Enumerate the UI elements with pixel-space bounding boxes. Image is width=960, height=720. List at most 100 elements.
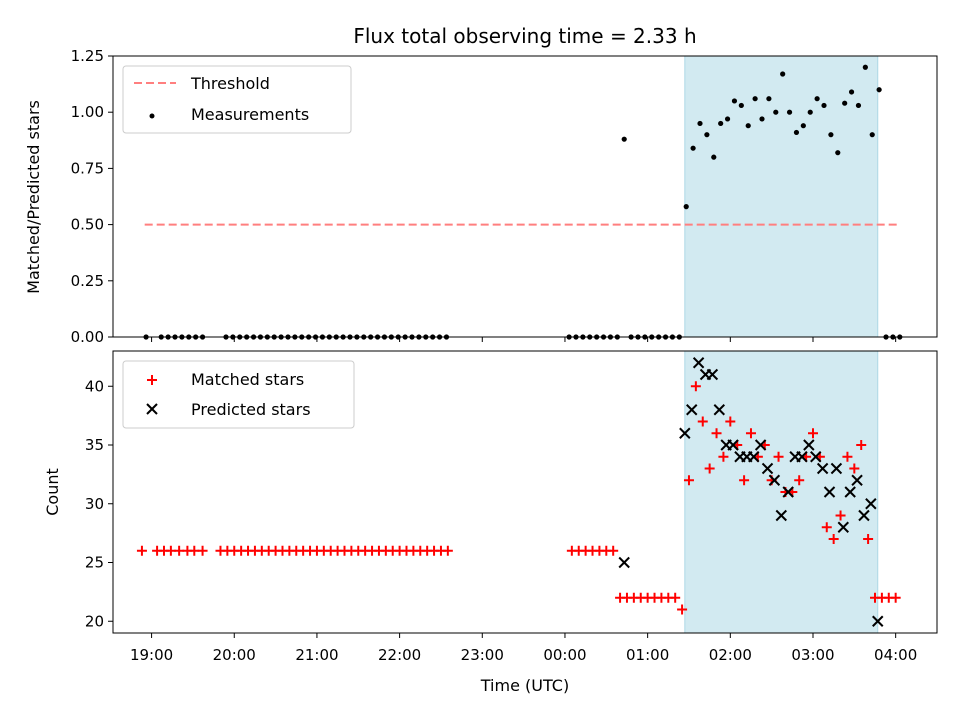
- y-tick-label: 0.25: [71, 272, 104, 290]
- legend-predicted-swatch: [146, 403, 158, 415]
- predicted-stars-point: [706, 368, 719, 381]
- count-panel-ylabel: Count: [43, 468, 62, 516]
- predicted-stars-point: [768, 474, 781, 486]
- count-panel-legend: Matched stars Predicted stars: [122, 360, 355, 429]
- x-tick-label: 21:00: [295, 646, 338, 664]
- matched-stars-point: [442, 545, 453, 556]
- measurements-point: [821, 102, 827, 109]
- x-tick-label: 01:00: [626, 646, 669, 664]
- ratio-panel-frame: [112, 55, 938, 338]
- matched-stars-point: [136, 545, 147, 556]
- matched-stars-point: [697, 416, 708, 427]
- legend-threshold-label: Threshold: [190, 74, 270, 93]
- x-tick-label: 04:00: [874, 646, 917, 664]
- measurements-point: [862, 64, 868, 70]
- measurements-point: [724, 116, 731, 122]
- y-tick-label: 1.25: [71, 47, 104, 65]
- predicted-stars-point: [830, 462, 843, 475]
- matched-stars-point: [863, 534, 874, 544]
- matched-stars-point: [794, 475, 805, 486]
- predicted-stars-point: [844, 486, 856, 498]
- predicted-stars-point: [754, 439, 767, 451]
- observing-span-0: [684, 55, 879, 338]
- y-tick-label: 40: [85, 377, 104, 395]
- matched-stars-point: [683, 475, 694, 486]
- matched-stars-point: [835, 510, 846, 521]
- legend-measurements-label: Measurements: [191, 105, 309, 124]
- predicted-stars-point: [803, 439, 815, 451]
- matched-stars-point: [842, 451, 853, 462]
- y-tick-label: 35: [85, 436, 104, 454]
- predicted-stars-point: [748, 451, 760, 463]
- matched-stars-point: [739, 475, 750, 486]
- matched-stars-point: [711, 428, 722, 439]
- measurements-point: [869, 132, 875, 138]
- predicted-stars-point: [761, 462, 774, 475]
- measurements-point: [731, 98, 738, 104]
- predicted-stars-point: [686, 404, 698, 416]
- measurements-point: [711, 154, 717, 160]
- matched-stars-point: [890, 592, 901, 603]
- ratio-panel: 0.00 0.25 0.50 0.75 1.00 1.25 Matched/Predict…: [24, 47, 938, 346]
- chart-title: Flux total observing time = 2.33 h: [353, 24, 696, 48]
- matched-stars-point: [821, 522, 832, 533]
- measurements-point: [697, 120, 703, 127]
- measurements-point: [835, 150, 841, 156]
- predicted-stars-point: [775, 509, 788, 522]
- measurements-point: [828, 132, 834, 138]
- predicted-stars-point: [851, 474, 863, 486]
- matched-stars-point: [725, 416, 736, 427]
- predicted-stars-point: [810, 451, 822, 463]
- predicted-stars-point: [782, 486, 794, 498]
- matched-stars-point: [197, 545, 208, 556]
- y-tick-label: 20: [85, 612, 104, 630]
- predicted-stars-point: [837, 521, 850, 533]
- predicted-stars-point: [713, 404, 725, 416]
- matched-stars-point: [704, 463, 715, 474]
- x-tick-label: 02:00: [709, 646, 752, 664]
- measurements-point: [780, 71, 786, 77]
- measurements-point: [704, 132, 710, 138]
- measurements-point: [876, 87, 882, 93]
- predicted-stars-point: [858, 509, 870, 522]
- y-tick-label: 0.00: [71, 328, 104, 346]
- predicted-stars-point: [823, 486, 836, 498]
- x-tick-label: 20:00: [213, 646, 256, 664]
- x-tick-label: 22:00: [378, 646, 421, 664]
- measurements-point: [718, 120, 724, 127]
- x-axis-label: Time (UTC): [480, 676, 569, 695]
- measurements-point: [621, 136, 627, 142]
- matched-stars-point: [690, 381, 701, 392]
- matched-stars-point: [828, 534, 839, 544]
- predicted-stars-point: [872, 615, 884, 627]
- matched-stars-point: [849, 463, 860, 474]
- measurements-point: [738, 102, 744, 109]
- matched-stars-point: [718, 451, 729, 462]
- y-tick-label: 1.00: [71, 103, 104, 121]
- count-panel: 20 25 30 35 40 19:00 20:00 21:00 22:00 23:00 00:0…: [43, 350, 938, 695]
- ratio-panel-ylabel: Matched/Predicted stars: [24, 100, 43, 294]
- legend-matched-label: Matched stars: [191, 370, 304, 389]
- matched-stars-point: [807, 428, 818, 439]
- matched-stars-point: [677, 604, 688, 615]
- measurements-point: [800, 123, 806, 129]
- predicted-stars-point: [796, 451, 808, 463]
- predicted-stars-point: [816, 462, 829, 475]
- measurements-point: [773, 109, 779, 115]
- x-tick-label: 03:00: [791, 646, 834, 664]
- measurements-point: [786, 109, 793, 115]
- matched-stars-point: [670, 592, 681, 603]
- legend-predicted-label: Predicted stars: [191, 400, 311, 419]
- x-tick-label: 19:00: [130, 646, 173, 664]
- y-tick-label: 30: [85, 495, 104, 513]
- legend-matched-swatch: [147, 375, 157, 385]
- measurements-point: [842, 100, 848, 106]
- legend-measurements-swatch: [149, 113, 155, 119]
- measurements-point: [752, 96, 758, 102]
- matched-stars-point: [608, 545, 619, 556]
- measurements-point: [683, 204, 689, 210]
- matched-stars-point: [773, 451, 784, 462]
- predicted-stars-point: [727, 439, 739, 451]
- predicted-stars-point: [618, 556, 630, 569]
